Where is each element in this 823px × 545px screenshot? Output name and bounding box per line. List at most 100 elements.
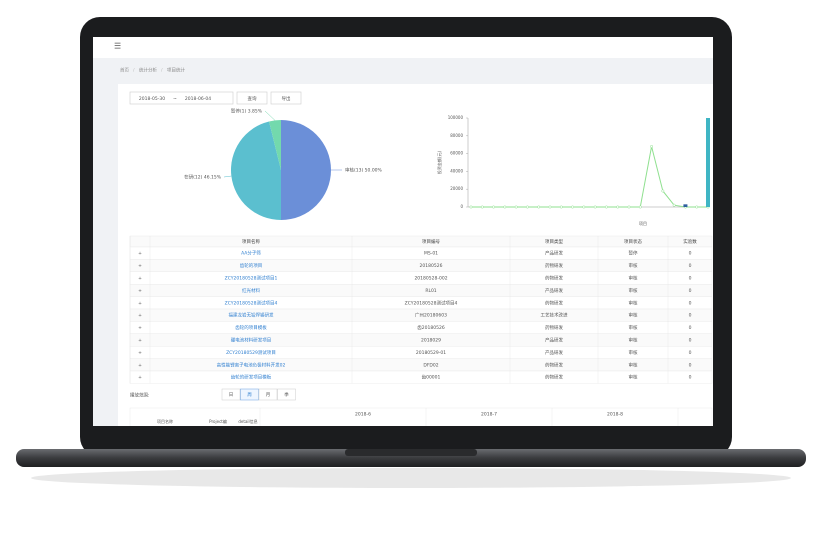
pie-label: 在研(12) 46.15% <box>184 174 222 181</box>
project-link[interactable]: 高性能锂离子电池负极材料开发02 <box>217 361 286 368</box>
range-button[interactable] <box>221 388 241 401</box>
shadow <box>31 468 791 488</box>
table-cell: 暂停 <box>629 250 638 257</box>
pie-slice <box>281 120 331 220</box>
pie-label: 暂停(1) 3.85% <box>231 108 263 115</box>
table-cell: 审核 <box>629 287 638 294</box>
expand-toggle[interactable]: + <box>138 325 142 331</box>
table-cell: 齿20180526 <box>417 325 445 331</box>
menu-icon[interactable]: ☰ <box>114 42 121 51</box>
project-link[interactable]: 齿轮的项目 <box>240 262 263 269</box>
table-cell: 0 <box>689 313 692 319</box>
timeline-column: Project编 <box>209 418 227 424</box>
bar <box>706 118 710 207</box>
range-button-label: 周 <box>247 392 252 398</box>
query-label: 查询 <box>248 95 257 102</box>
y-tick-label: 80000 <box>450 133 463 138</box>
table-cell: 审核 <box>629 337 638 344</box>
expand-toggle[interactable]: + <box>138 362 142 368</box>
range-button[interactable] <box>277 388 296 401</box>
point <box>593 205 597 209</box>
table-cell: ZCY20180528测试项目4 <box>405 299 458 306</box>
point <box>469 205 473 209</box>
expand-toggle[interactable]: + <box>138 338 142 344</box>
project-link[interactable]: AA分子筛 <box>241 250 261 257</box>
point <box>616 205 620 209</box>
leader-line <box>223 175 232 178</box>
table-cell: 审核 <box>629 374 638 381</box>
range-button-label: 日 <box>229 392 234 398</box>
line <box>471 146 708 208</box>
table-cell: 产品研发 <box>545 337 563 344</box>
expand-toggle[interactable]: + <box>138 276 142 282</box>
table-cell: 20180529-01 <box>416 350 446 356</box>
table-row <box>129 284 713 297</box>
column-header: 项目类型 <box>545 238 563 245</box>
table-cell: 审核 <box>629 275 638 282</box>
expand-toggle[interactable]: + <box>138 300 142 306</box>
point <box>672 203 676 207</box>
expand-toggle[interactable]: + <box>138 313 142 319</box>
range-button[interactable] <box>258 388 278 401</box>
end-date: 2018-06-04 <box>185 96 211 102</box>
point <box>627 205 631 209</box>
project-link[interactable]: 硼电池材料研发项目 <box>231 337 272 344</box>
y-tick-label: 20000 <box>450 186 463 191</box>
expand-toggle[interactable]: + <box>138 251 142 257</box>
project-link[interactable]: ZCY20180529测试项目 <box>226 349 276 356</box>
timeline-table <box>129 407 713 426</box>
point <box>582 205 586 209</box>
breadcrumb-item: 统计分析 <box>139 67 157 74</box>
project-link[interactable]: 齿轮的项目模板 <box>235 324 267 331</box>
table-cell: 产品研发 <box>545 349 563 356</box>
point <box>638 205 642 209</box>
table-cell: 药物研发 <box>545 324 563 331</box>
table-cell: 齿00001 <box>422 375 441 381</box>
table-cell: 药物研发 <box>545 299 563 306</box>
notch <box>345 449 477 456</box>
table-cell: 审核 <box>629 361 638 368</box>
timeline-column: 项目名称 <box>157 418 173 424</box>
project-link[interactable]: 红光材料 <box>242 287 260 294</box>
table-cell: 0 <box>689 251 692 257</box>
expand-toggle[interactable]: + <box>138 350 142 356</box>
expand-toggle[interactable]: + <box>138 263 142 269</box>
point <box>525 205 529 209</box>
column-header: 项目编号 <box>422 238 440 245</box>
project-link[interactable]: 齿轮的研发项目模板 <box>231 374 272 381</box>
table-cell: 药物研发 <box>545 275 563 282</box>
month-header: 2018-8 <box>607 412 623 418</box>
project-link[interactable]: ZCY20180528测试项目4 <box>225 299 278 306</box>
month-header: 2018-6 <box>355 412 371 418</box>
date-range[interactable] <box>129 91 234 105</box>
bar <box>683 204 688 207</box>
point <box>503 205 507 209</box>
expand-toggle[interactable]: + <box>138 288 142 294</box>
table-cell: 审核 <box>629 349 638 356</box>
project-link[interactable]: ZCY20180528测试项目1 <box>225 275 278 282</box>
y-tick-label: 40000 <box>450 168 463 173</box>
y-tick-label: 60000 <box>450 151 463 156</box>
table-cell: 药物研发 <box>545 361 563 368</box>
point <box>537 205 541 209</box>
export-button[interactable] <box>270 91 302 105</box>
table-cell: 20180526 <box>420 263 443 269</box>
pie-slice <box>269 120 281 170</box>
table-cell: RL01 <box>425 288 436 294</box>
point <box>480 205 484 209</box>
range-button[interactable] <box>240 388 259 401</box>
table-cell: 0 <box>689 362 692 368</box>
project-link[interactable]: 福建龙岩无铅焊锡研发 <box>229 312 274 319</box>
range-button-label: 季 <box>284 391 289 398</box>
query-button[interactable] <box>236 91 268 105</box>
table-cell: MS-01 <box>424 251 438 257</box>
table-cell: 审核 <box>629 312 638 319</box>
table-cell: 广州20180603 <box>415 312 447 319</box>
table-cell: 药物研发 <box>545 374 563 381</box>
breadcrumb-item: 项目统计 <box>167 67 185 74</box>
breadcrumb-sep: / <box>133 68 135 74</box>
base <box>16 449 806 467</box>
expand-toggle[interactable]: + <box>138 375 142 381</box>
